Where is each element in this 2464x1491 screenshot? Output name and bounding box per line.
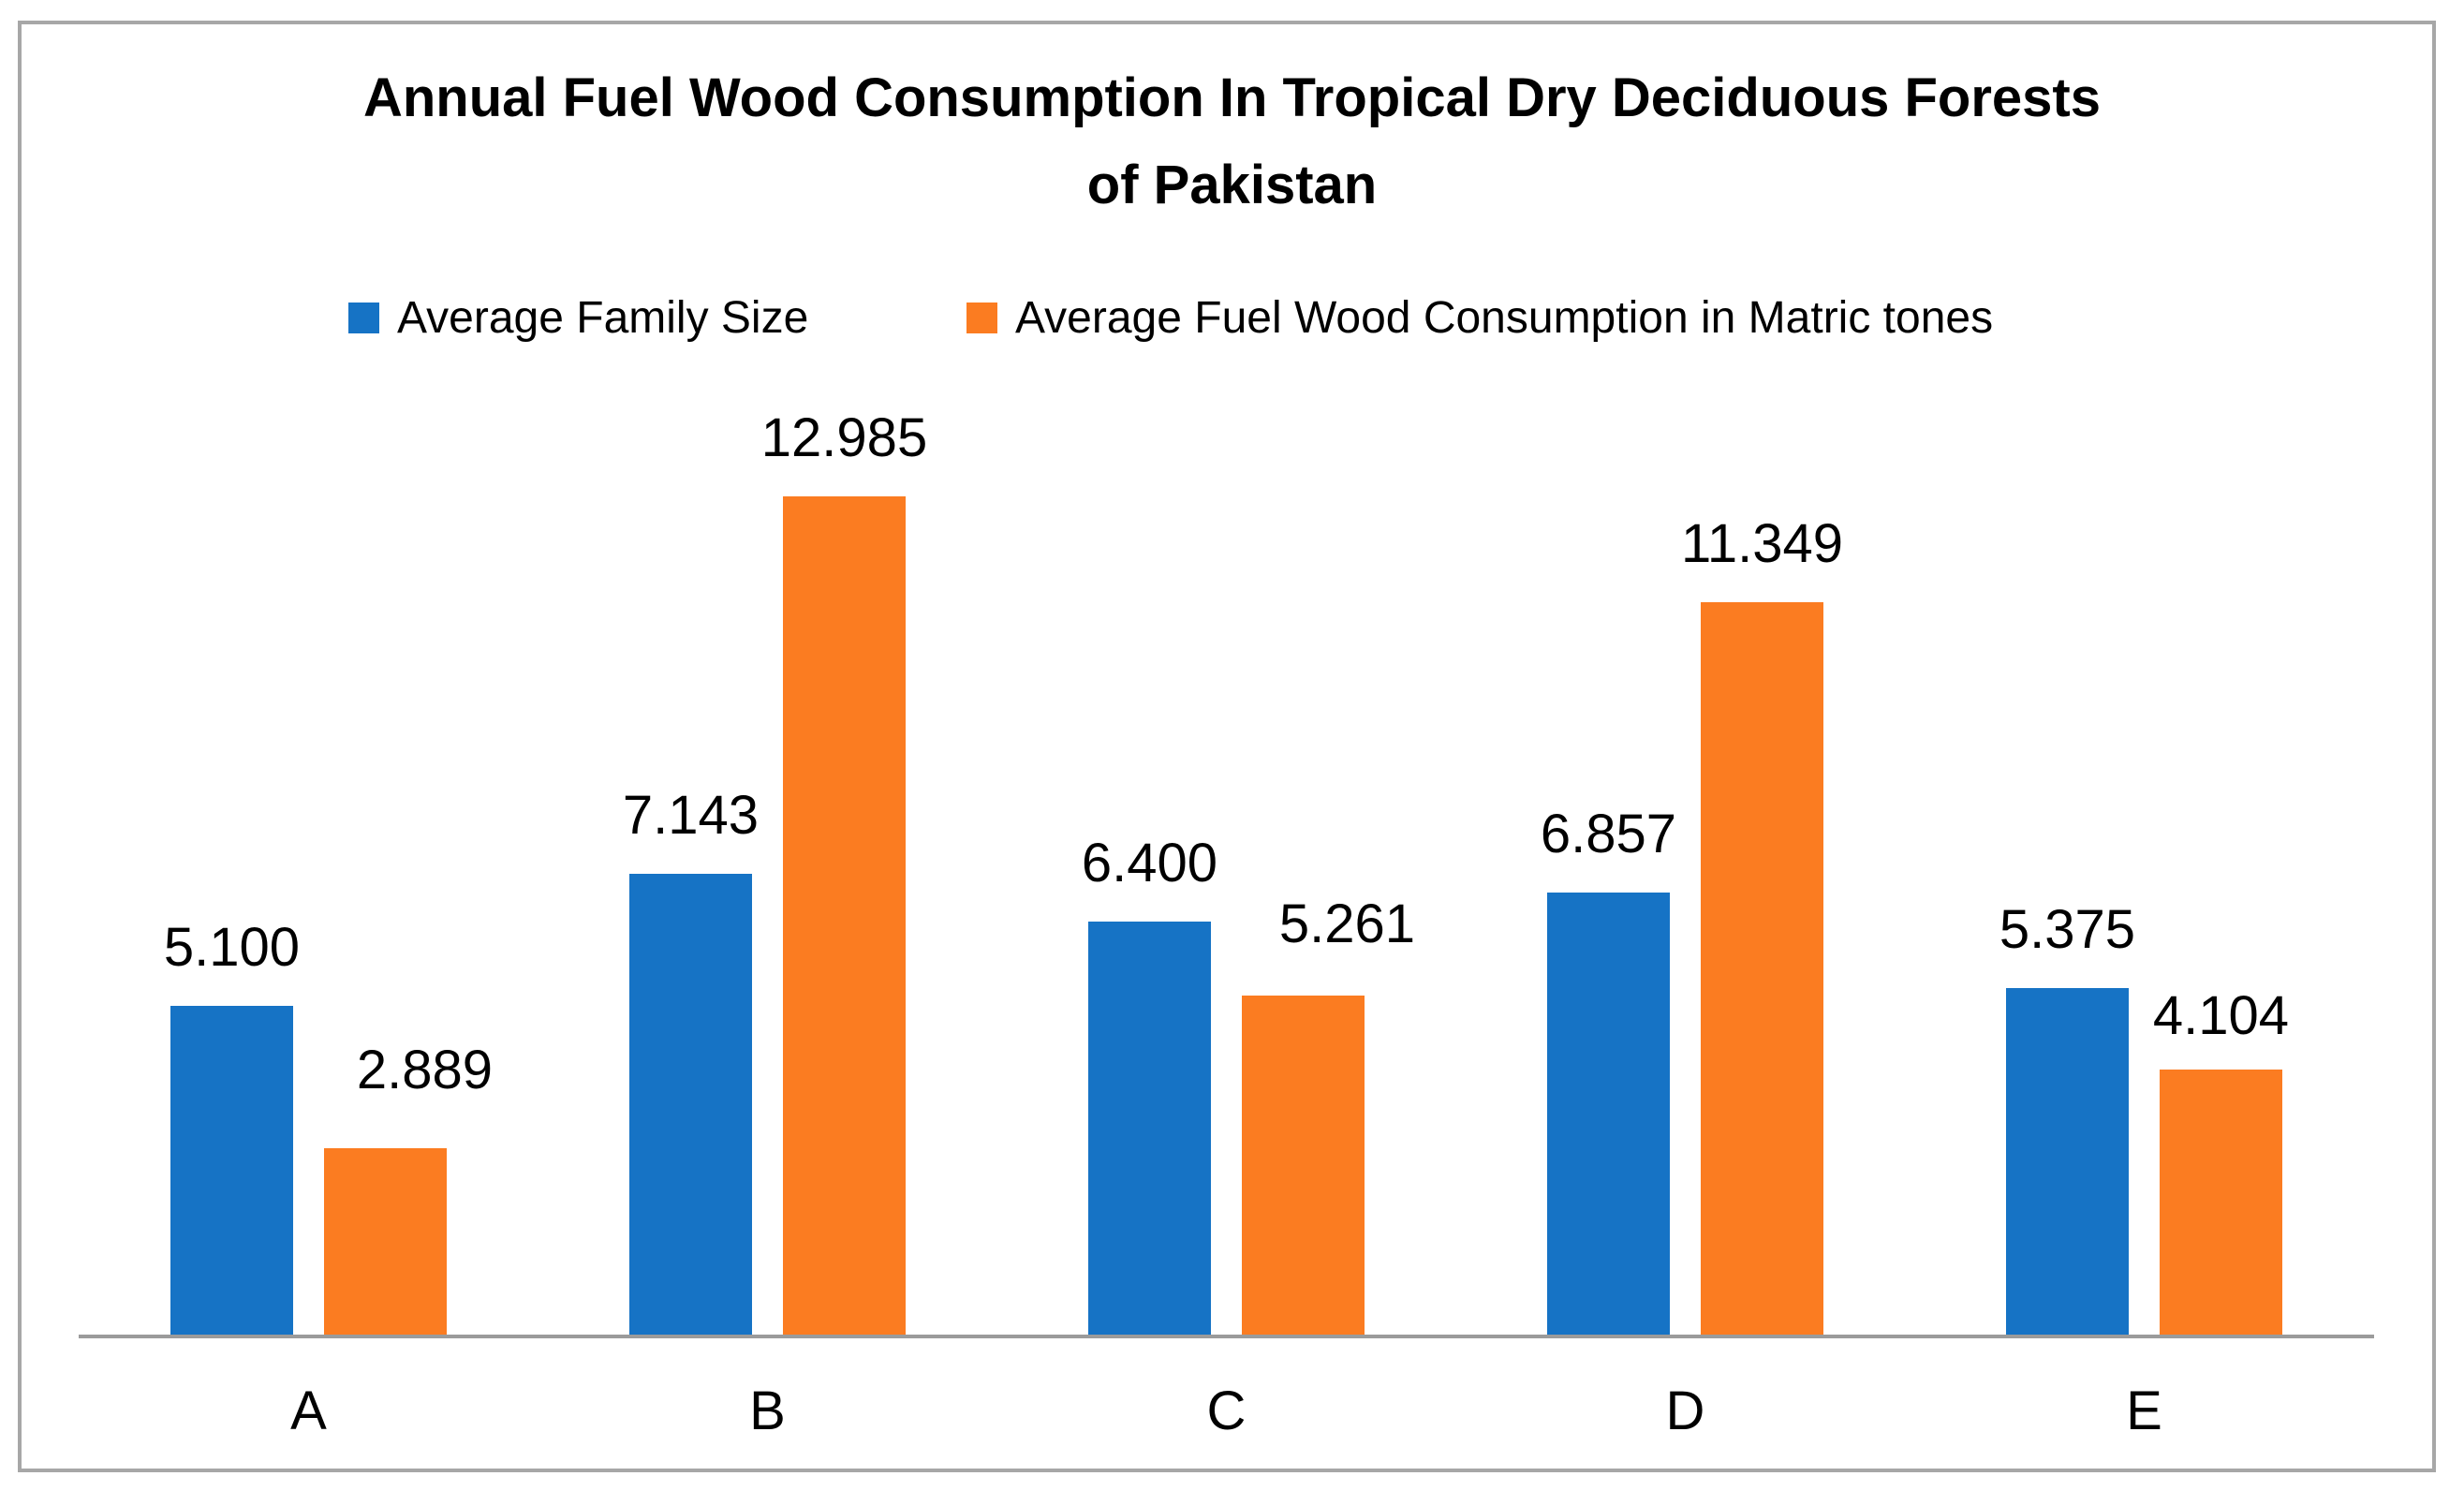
value-label-family-size-A: 5.100 bbox=[163, 917, 301, 978]
legend-label-family-size: Average Family Size bbox=[397, 292, 809, 343]
value-label-family-size-D: 6.857 bbox=[1540, 804, 1677, 864]
value-label-fuel-wood-A: 2.889 bbox=[356, 1040, 494, 1100]
legend-item-family-size: Average Family Size bbox=[348, 292, 809, 343]
category-label-D: D bbox=[1665, 1380, 1705, 1441]
category-label-B: B bbox=[749, 1380, 786, 1441]
value-label-family-size-E: 5.375 bbox=[1999, 899, 2136, 960]
value-label-fuel-wood-B: 12.985 bbox=[760, 407, 928, 468]
category-label-E: E bbox=[2126, 1380, 2162, 1441]
category-label-C: C bbox=[1206, 1380, 1247, 1441]
chart-title: Annual Fuel Wood Consumption In Tropical… bbox=[0, 54, 2464, 229]
bar-fuel-wood-A bbox=[324, 1148, 447, 1335]
bar-family-size-C bbox=[1088, 922, 1211, 1335]
value-label-family-size-C: 6.400 bbox=[1081, 833, 1218, 893]
x-axis-line bbox=[79, 1335, 2374, 1338]
bar-family-size-E bbox=[2006, 988, 2129, 1335]
chart-title-line1: Annual Fuel Wood Consumption In Tropical… bbox=[362, 67, 2102, 128]
value-label-fuel-wood-D: 11.349 bbox=[1680, 513, 1844, 574]
legend-swatch-family-size bbox=[348, 302, 379, 333]
value-label-fuel-wood-C: 5.261 bbox=[1278, 893, 1416, 954]
chart-title-line2: of Pakistan bbox=[1086, 155, 1378, 215]
value-label-family-size-B: 7.143 bbox=[622, 785, 760, 846]
legend-item-fuel-wood: Average Fuel Wood Consumption in Matric … bbox=[966, 292, 1994, 343]
bar-fuel-wood-E bbox=[2160, 1070, 2282, 1335]
bar-fuel-wood-D bbox=[1701, 602, 1823, 1335]
bar-family-size-D bbox=[1547, 893, 1670, 1335]
bar-family-size-B bbox=[629, 874, 752, 1335]
bar-fuel-wood-C bbox=[1242, 996, 1365, 1335]
category-label-A: A bbox=[290, 1380, 327, 1441]
bar-fuel-wood-B bbox=[783, 496, 906, 1335]
bar-family-size-A bbox=[170, 1006, 293, 1335]
value-label-fuel-wood-E: 4.104 bbox=[2152, 985, 2290, 1046]
legend-swatch-fuel-wood bbox=[966, 302, 997, 333]
legend-label-fuel-wood: Average Fuel Wood Consumption in Matric … bbox=[1015, 292, 1994, 343]
